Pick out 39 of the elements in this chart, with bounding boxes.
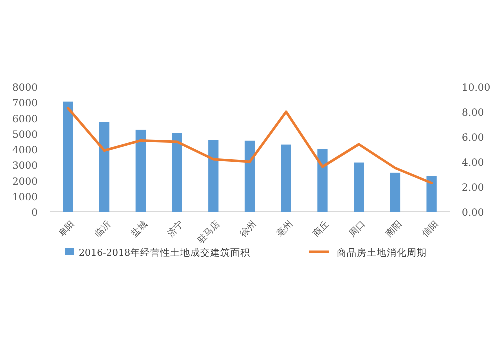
y-tick-label: 1000 <box>12 192 38 204</box>
legend-label: 2016-2018年经营性土地成交建筑面积 <box>79 247 251 259</box>
x-tick-label: 周口 <box>348 219 368 240</box>
y-tick-label: 6000 <box>12 114 38 126</box>
bar <box>63 102 74 212</box>
bar <box>172 133 182 212</box>
y-tick-label: 8000 <box>12 83 38 94</box>
y2-tick-label: 6.00 <box>462 133 484 144</box>
y2-tick-label: 10.00 <box>462 83 491 94</box>
x-tick-label: 济宁 <box>166 219 186 240</box>
bar <box>99 122 110 212</box>
bar <box>426 176 437 212</box>
x-tick-label: 驻马店 <box>196 219 223 246</box>
y-tick-label: 4000 <box>12 146 38 156</box>
y-tick-label: 0 <box>32 208 38 219</box>
y-tick-label: 5000 <box>12 130 38 141</box>
x-tick-label: 信阳 <box>420 219 441 240</box>
y2-tick-label: 0.00 <box>462 208 484 219</box>
x-tick-label: 亳州 <box>274 219 296 240</box>
x-tick-label: 临沂 <box>92 219 114 240</box>
bar <box>208 140 219 212</box>
y2-tick-label: 8.00 <box>462 108 484 119</box>
x-tick-label: 徐州 <box>238 219 259 240</box>
bar <box>136 130 146 212</box>
y-tick-label: 7000 <box>12 98 38 110</box>
bar <box>281 144 292 212</box>
y2-tick-label: 2.00 <box>462 183 484 194</box>
bar <box>318 150 328 212</box>
y2-tick-label: 4.00 <box>462 158 484 169</box>
legend-label: 商品房土地消化周期 <box>337 247 427 259</box>
x-tick-label: 商丘 <box>311 219 332 240</box>
x-tick-label: 南阳 <box>384 219 404 240</box>
bar <box>244 140 256 212</box>
bar <box>354 162 364 212</box>
y-tick-label: 2000 <box>12 176 38 188</box>
x-tick-label: 盐城 <box>129 219 150 240</box>
y-tick-label: 3000 <box>12 161 38 172</box>
bar <box>390 172 401 212</box>
x-tick-label: 阜阳 <box>56 219 78 240</box>
